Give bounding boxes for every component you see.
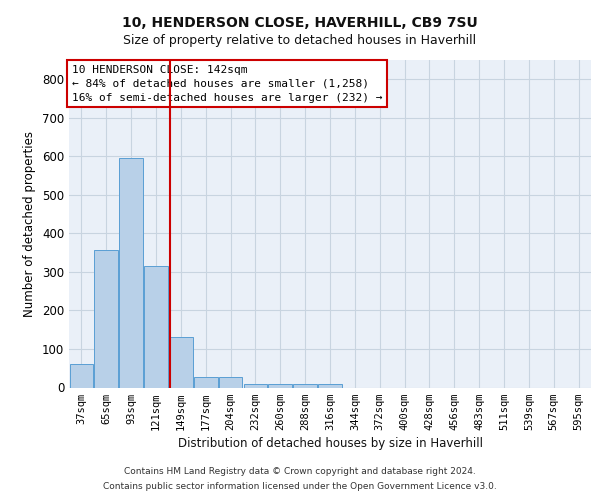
Bar — [293, 384, 317, 388]
Text: Size of property relative to detached houses in Haverhill: Size of property relative to detached ho… — [124, 34, 476, 47]
Bar — [119, 158, 143, 388]
Bar — [194, 376, 218, 388]
Bar — [144, 266, 168, 388]
Text: Distribution of detached houses by size in Haverhill: Distribution of detached houses by size … — [178, 438, 482, 450]
Bar — [94, 250, 118, 388]
Bar — [169, 338, 193, 388]
Bar — [318, 384, 342, 388]
Text: Contains public sector information licensed under the Open Government Licence v3: Contains public sector information licen… — [103, 482, 497, 491]
Bar — [219, 376, 242, 388]
Text: Contains HM Land Registry data © Crown copyright and database right 2024.: Contains HM Land Registry data © Crown c… — [124, 467, 476, 476]
Y-axis label: Number of detached properties: Number of detached properties — [23, 130, 37, 317]
Bar — [268, 384, 292, 388]
Bar — [70, 364, 93, 388]
Text: 10 HENDERSON CLOSE: 142sqm
← 84% of detached houses are smaller (1,258)
16% of s: 10 HENDERSON CLOSE: 142sqm ← 84% of deta… — [71, 65, 382, 103]
Bar — [244, 384, 267, 388]
Text: 10, HENDERSON CLOSE, HAVERHILL, CB9 7SU: 10, HENDERSON CLOSE, HAVERHILL, CB9 7SU — [122, 16, 478, 30]
